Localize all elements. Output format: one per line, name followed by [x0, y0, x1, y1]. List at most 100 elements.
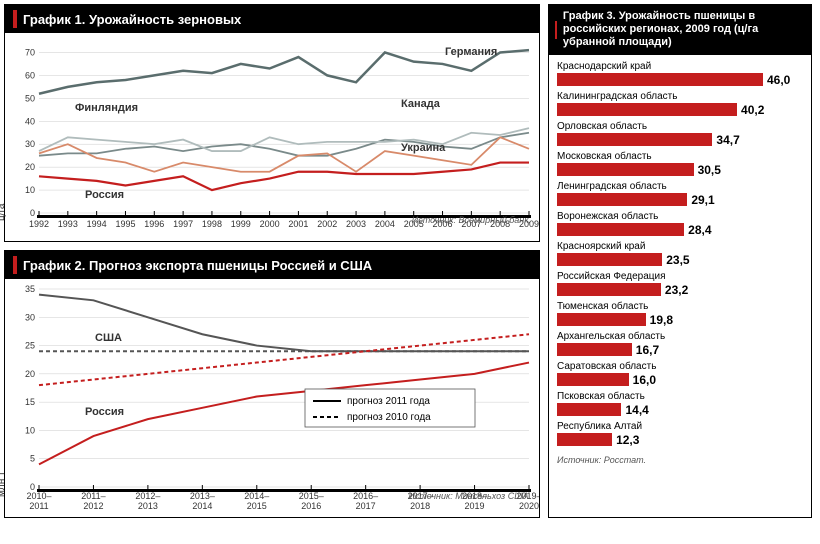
- bar-row: Тюменская область19,8: [557, 301, 811, 327]
- chart1-ylabel: ц/га: [0, 204, 7, 222]
- svg-text:1994: 1994: [87, 219, 107, 229]
- bar: [557, 133, 712, 146]
- svg-text:Украина: Украина: [401, 142, 446, 154]
- svg-text:35: 35: [25, 284, 35, 294]
- chart1-title: График 1. Урожайность зерновых: [23, 12, 241, 27]
- svg-text:2003: 2003: [346, 219, 366, 229]
- svg-text:40: 40: [25, 116, 35, 126]
- bar-label: Московская область: [557, 151, 811, 162]
- svg-text:1996: 1996: [144, 219, 164, 229]
- svg-text:2001: 2001: [288, 219, 308, 229]
- chart3-bars: Краснодарский край46,0 Калининградская об…: [549, 55, 811, 453]
- bar-value: 16,7: [636, 343, 659, 357]
- bar-value: 46,0: [767, 73, 790, 87]
- bar-label: Ленинградская область: [557, 181, 811, 192]
- svg-text:2010–: 2010–: [26, 491, 51, 501]
- title-accent: [13, 10, 17, 28]
- svg-text:1993: 1993: [58, 219, 78, 229]
- svg-text:2015: 2015: [247, 501, 267, 511]
- bar-label: Калининградская область: [557, 91, 811, 102]
- bar: [557, 193, 687, 206]
- bar: [557, 73, 763, 86]
- chart1-source: Источник: Всемирный банк.: [412, 215, 531, 225]
- bar: [557, 163, 694, 176]
- bar: [557, 223, 684, 236]
- chart1-panel: График 1. Урожайность зерновых 010203040…: [4, 4, 540, 242]
- svg-text:Россия: Россия: [85, 189, 124, 201]
- svg-text:5: 5: [30, 454, 35, 464]
- svg-text:2016–: 2016–: [353, 491, 378, 501]
- svg-text:2013–: 2013–: [190, 491, 215, 501]
- svg-text:США: США: [95, 332, 122, 344]
- bar-label: Республика Алтай: [557, 421, 811, 432]
- bar-label: Псковская область: [557, 391, 811, 402]
- svg-text:25: 25: [25, 341, 35, 351]
- svg-text:1999: 1999: [231, 219, 251, 229]
- bar-row: Архангельская область16,7: [557, 331, 811, 357]
- bar-label: Российская Федерация: [557, 271, 811, 282]
- bar-row: Воронежская область28,4: [557, 211, 811, 237]
- svg-text:50: 50: [25, 93, 35, 103]
- svg-text:2002: 2002: [317, 219, 337, 229]
- svg-text:2017: 2017: [356, 501, 376, 511]
- svg-text:2018: 2018: [410, 501, 430, 511]
- bar: [557, 103, 737, 116]
- chart2-title: График 2. Прогноз экспорта пшеницы Росси…: [23, 258, 372, 273]
- svg-text:10: 10: [25, 425, 35, 435]
- dashboard: График 1. Урожайность зерновых 010203040…: [0, 0, 820, 522]
- bar-row: Республика Алтай12,3: [557, 421, 811, 447]
- svg-text:30: 30: [25, 139, 35, 149]
- chart2-ylabel: млн т: [0, 471, 7, 497]
- bar-row: Российская Федерация23,2: [557, 271, 811, 297]
- bar-label: Воронежская область: [557, 211, 811, 222]
- chart3-panel: График 3. Урожайность пшеницы в российск…: [548, 4, 812, 518]
- bar: [557, 283, 661, 296]
- svg-text:Канада: Канада: [401, 98, 441, 110]
- svg-text:1998: 1998: [202, 219, 222, 229]
- svg-text:1992: 1992: [29, 219, 49, 229]
- bar-value: 12,3: [616, 433, 639, 447]
- svg-text:2004: 2004: [375, 219, 395, 229]
- svg-text:2011–: 2011–: [81, 491, 105, 501]
- svg-text:2020: 2020: [519, 501, 539, 511]
- bar-label: Краснодарский край: [557, 61, 811, 72]
- svg-text:2014–: 2014–: [244, 491, 269, 501]
- svg-text:10: 10: [25, 185, 35, 195]
- bar-row: Калининградская область40,2: [557, 91, 811, 117]
- bar-row: Краснодарский край46,0: [557, 61, 811, 87]
- chart3-title: График 3. Урожайность пшеницы в российск…: [563, 10, 805, 50]
- bar-row: Орловская область34,7: [557, 121, 811, 147]
- chart1-title-bar: График 1. Урожайность зерновых: [5, 5, 539, 33]
- svg-text:15: 15: [25, 397, 35, 407]
- svg-text:2012: 2012: [83, 501, 103, 511]
- bar-row: Красноярский край23,5: [557, 241, 811, 267]
- bar-value: 23,2: [665, 283, 688, 297]
- svg-text:Финляндия: Финляндия: [75, 102, 138, 114]
- svg-text:1997: 1997: [173, 219, 193, 229]
- bar-value: 30,5: [698, 163, 721, 177]
- svg-text:Россия: Россия: [85, 406, 124, 418]
- svg-text:20: 20: [25, 162, 35, 172]
- svg-text:2015–: 2015–: [299, 491, 324, 501]
- bar-value: 40,2: [741, 103, 764, 117]
- bar-value: 14,4: [625, 403, 648, 417]
- bar-row: Московская область30,5: [557, 151, 811, 177]
- title-accent: [555, 21, 557, 39]
- bar: [557, 403, 621, 416]
- svg-text:2019: 2019: [465, 501, 485, 511]
- chart1-area: 0102030405060701992199319941995199619971…: [5, 33, 539, 241]
- bar-row: Саратовская область16,0: [557, 361, 811, 387]
- svg-text:1995: 1995: [115, 219, 135, 229]
- bar-value: 28,4: [688, 223, 711, 237]
- svg-text:20: 20: [25, 369, 35, 379]
- bar-row: Псковская область14,4: [557, 391, 811, 417]
- svg-text:Германия: Германия: [445, 46, 497, 58]
- svg-text:2011: 2011: [29, 501, 48, 511]
- chart2-area: 051015202530352010–20112011–20122012–201…: [5, 279, 539, 517]
- bar-row: Ленинградская область29,1: [557, 181, 811, 207]
- svg-text:60: 60: [25, 70, 35, 80]
- bar-label: Тюменская область: [557, 301, 811, 312]
- chart3-title-bar: График 3. Урожайность пшеницы в российск…: [549, 5, 811, 55]
- svg-text:2012–: 2012–: [135, 491, 160, 501]
- chart2-svg: 051015202530352010–20112011–20122012–201…: [5, 279, 539, 517]
